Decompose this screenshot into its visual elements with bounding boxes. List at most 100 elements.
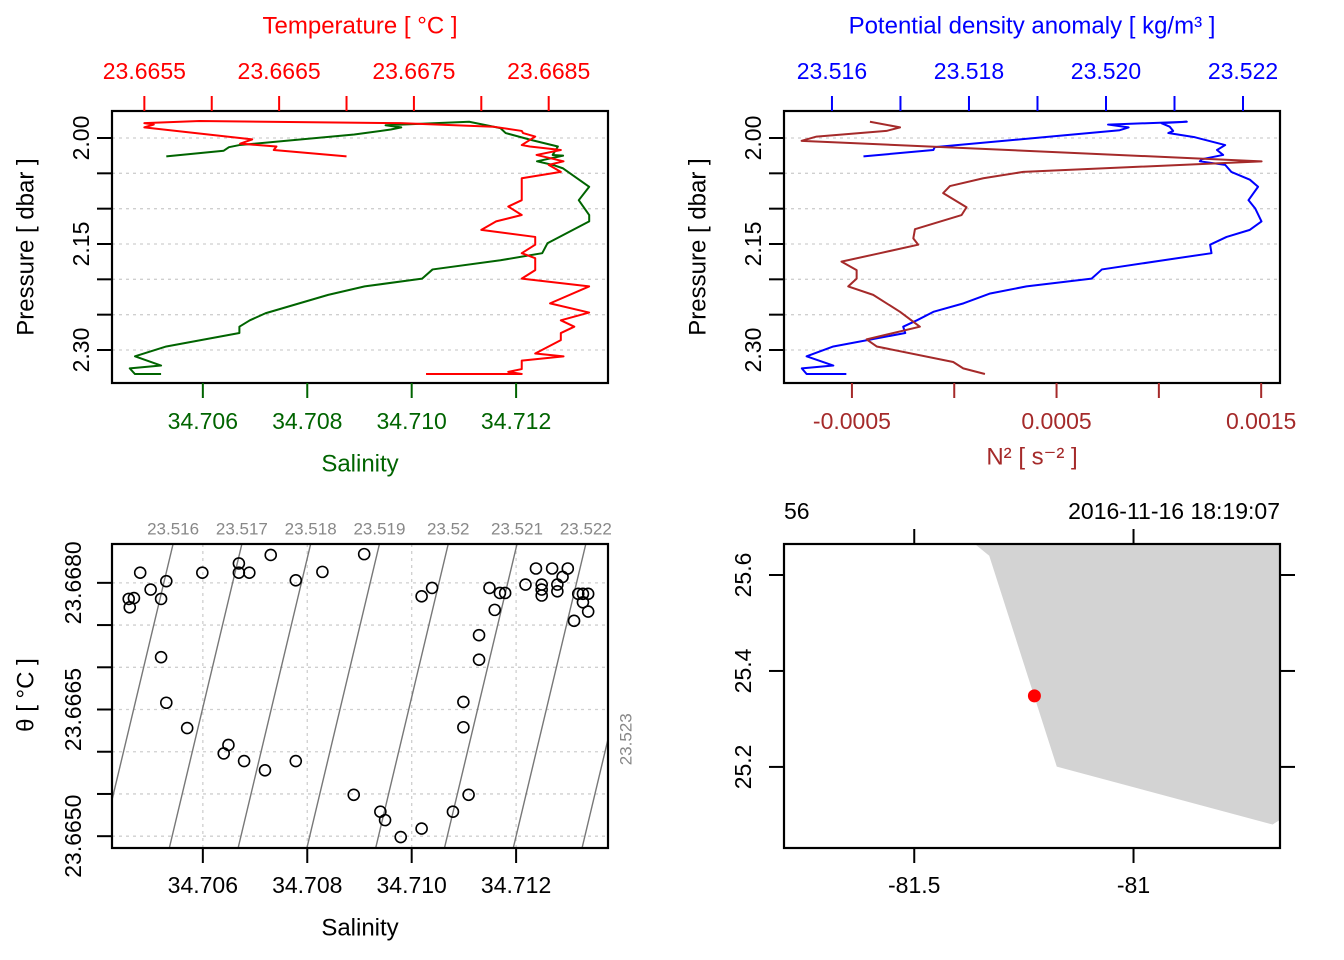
isopycnal-line: [512, 544, 587, 848]
data-point: [535, 589, 548, 602]
data-point: [576, 587, 590, 601]
bottom-axis-tick-label: 34.710: [377, 408, 447, 434]
data-point: [519, 578, 532, 591]
plot-area: [974, 544, 1280, 825]
isopycnal-label: 23.52: [427, 519, 470, 538]
bottom-axis-tick-label: 34.708: [272, 872, 342, 898]
panel-station-map: -81.5 -81 25.2 25.4 25.6 56 2016-11-16 18:19:0…: [730, 498, 1295, 898]
data-point: [394, 830, 408, 844]
left-axis-tick-label: 23.6650: [60, 795, 86, 878]
data-point: [222, 738, 235, 752]
left-axis-tick-label: 23.6665: [60, 668, 86, 751]
series-line-n2: [800, 120, 1263, 375]
left-axis-tick-label: 2.00: [740, 116, 766, 161]
data-point: [535, 583, 548, 596]
top-axis-tick-label: 23.518: [934, 58, 1004, 84]
panel-ts-diagram: 23.516 23.517 23.518 23.519 23.52 23.521 23.52…: [12, 519, 635, 941]
data-point: [551, 584, 564, 598]
left-axis-tick-label: 23.6680: [60, 541, 86, 624]
isopycnal-line: [443, 544, 518, 848]
bottom-axis-tick-label: 34.706: [168, 872, 238, 898]
isopycnal-label: 23.519: [353, 519, 405, 538]
panel-density-n2-profile: 23.516 23.518 23.520 23.522 Potential densit…: [684, 12, 1296, 470]
bottom-axis-title: Salinity: [321, 450, 398, 477]
data-point: [159, 696, 173, 710]
data-point: [425, 581, 439, 595]
data-point: [415, 590, 428, 603]
left-axis-tick-label: 2.30: [68, 328, 94, 373]
data-point: [415, 822, 428, 835]
data-point: [551, 578, 564, 591]
data-point: [289, 754, 303, 768]
bottom-axis-tick-label: 0.0005: [1021, 408, 1091, 434]
left-axis-tick-label: 2.15: [740, 222, 766, 267]
data-point: [378, 813, 392, 827]
top-axis-tick-label: 23.522: [1208, 58, 1278, 84]
bottom-axis-tick-label: -81: [1117, 872, 1150, 898]
bottom-axis-title: N² [ s⁻² ]: [986, 443, 1077, 470]
data-point: [472, 628, 486, 642]
top-axis-tick-label: 23.6655: [103, 58, 186, 84]
plot-frame: [110, 109, 610, 385]
series-line-temperature: [143, 120, 591, 376]
data-point: [457, 720, 470, 734]
data-point: [122, 592, 136, 606]
land-polygon: [974, 544, 1280, 825]
data-point: [556, 570, 569, 584]
data-point: [347, 788, 361, 802]
data-point: [154, 650, 168, 664]
top-axis-tick-label: 23.520: [1071, 58, 1141, 84]
data-point: [483, 581, 496, 595]
data-point: [237, 754, 251, 768]
isopycnal-line: [375, 544, 449, 848]
series-t-s-points: [122, 547, 595, 844]
data-point: [581, 605, 595, 618]
left-axis-tick-label: 25.6: [730, 553, 756, 598]
bottom-axis-tick-label: 34.712: [481, 408, 551, 434]
top-axis-tick-label: 23.6685: [507, 58, 590, 84]
left-axis-title: θ [ °C ]: [12, 658, 39, 732]
data-point: [446, 805, 460, 818]
bottom-axis-tick-label: 0.0015: [1226, 408, 1296, 434]
data-point: [462, 788, 475, 802]
data-point: [144, 583, 157, 596]
top-axis-tick-label: 23.6675: [372, 58, 455, 84]
plot-frame: [782, 109, 1282, 385]
data-point: [472, 653, 486, 666]
series-line-salinity: [128, 120, 591, 376]
series-line-potential-density-anomaly: [800, 120, 1263, 376]
isopycnal-label: 23.523: [616, 713, 635, 765]
data-point: [289, 574, 303, 587]
data-point: [217, 747, 231, 760]
top-axis-title: Potential density anomaly [ kg/m³ ]: [849, 12, 1216, 39]
data-point: [159, 574, 173, 588]
data-point: [133, 566, 147, 580]
plot-frame: [782, 542, 1282, 850]
data-point: [154, 592, 168, 606]
left-axis-title: Pressure [ dbar ]: [12, 158, 39, 335]
bottom-axis-tick-label: 34.710: [377, 872, 447, 898]
left-axis-tick-label: 2.15: [68, 222, 94, 267]
panel-salinity-temperature-profile: 23.6655 23.6665 23.6675 23.6685 Temperature …: [12, 12, 610, 477]
data-point: [567, 614, 581, 628]
data-point: [457, 695, 470, 709]
data-point: [196, 566, 209, 580]
data-point: [264, 548, 278, 562]
bottom-axis-tick-label: -81.5: [888, 872, 940, 898]
left-axis-tick-label: 25.4: [730, 648, 756, 693]
station-marker: [1027, 689, 1041, 703]
plot-area: [112, 120, 608, 376]
bottom-axis-tick-label: 34.712: [481, 872, 551, 898]
plot-area: [784, 120, 1280, 376]
bottom-axis-tick-label: -0.0005: [813, 408, 891, 434]
bottom-axis-title: Salinity: [321, 914, 398, 941]
data-point: [357, 547, 371, 561]
data-point: [493, 586, 507, 600]
isopycnal-line: [306, 544, 381, 848]
bottom-axis-tick-label: 34.708: [272, 408, 342, 434]
data-point: [576, 595, 590, 609]
top-axis-tick-label: 23.516: [797, 58, 867, 84]
station-time-label: 2016-11-16 18:19:07: [1068, 498, 1280, 524]
plot-frame: [110, 542, 610, 850]
